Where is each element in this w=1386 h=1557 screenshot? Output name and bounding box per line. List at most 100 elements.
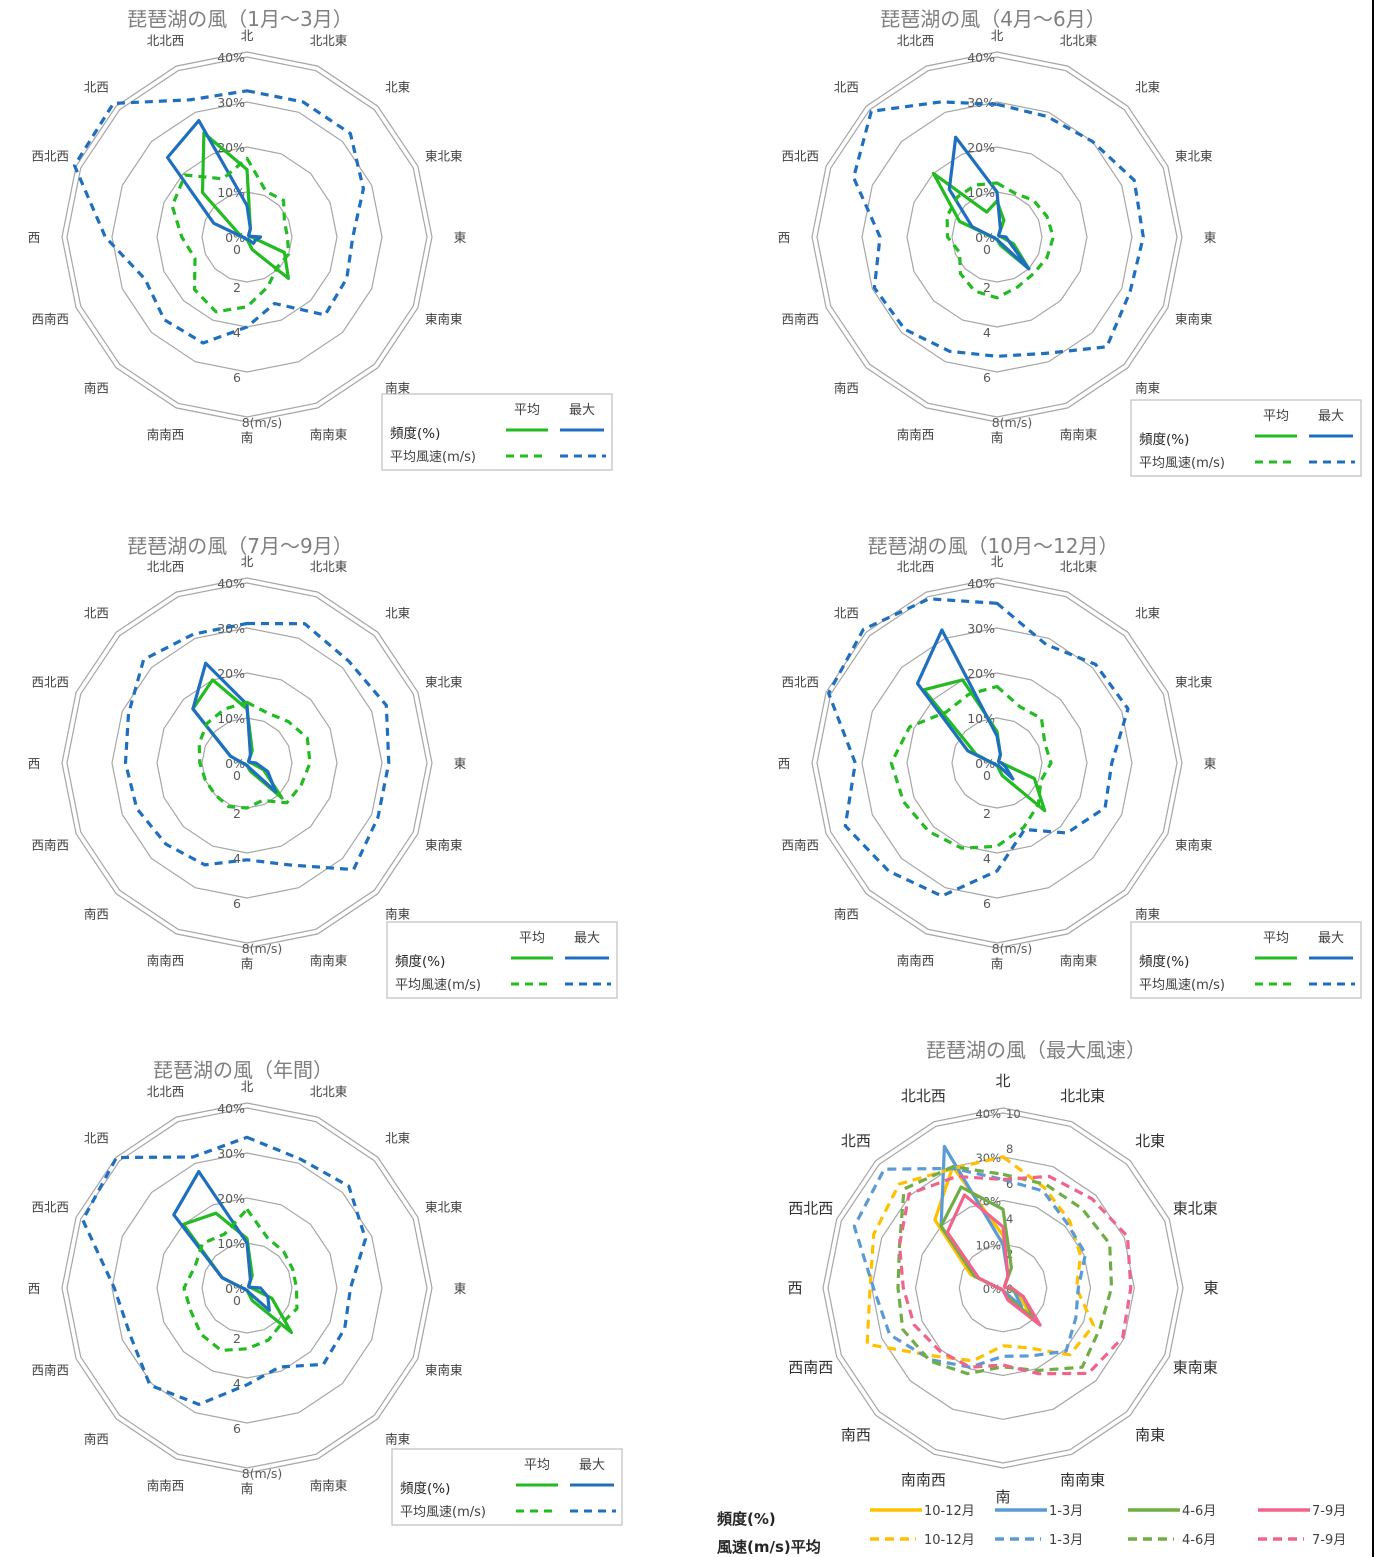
direction-label: 東北東 [425,1200,463,1215]
speed-tick: 4 [1006,1212,1013,1226]
direction-label: 北北西 [147,1084,185,1099]
legend-box [1130,399,1362,477]
direction-labels: 北北北東北東東北東東東南東南東南南東南南南西南西西南西西西北西北西北北西 [778,554,1217,971]
direction-label: 北西 [834,79,859,94]
direction-labels: 北北北東北東東北東東東南東南東南南東南南南西南西西南西西西北西北西北北西 [28,1079,467,1496]
grid-ring [816,56,1178,418]
speed-tick: 0 [983,242,991,257]
direction-label: 北北東 [1060,559,1098,574]
grid-ring [816,582,1178,944]
series-line-2 [915,628,1015,781]
speed-tick-labels: 0 2 4 6 8(m/s) [233,768,282,956]
direction-label: 南南東 [310,1478,348,1493]
legend-series-label: 4-6月 [1182,1504,1216,1519]
freq-tick: 20% [217,1191,245,1206]
direction-label: 東 [454,1281,467,1296]
direction-label: 北東 [1135,79,1161,94]
speed-tick: 10 [1006,1107,1021,1121]
direction-labels: 北北北東北東東北東東東南東南東南南東南南南西南西西南西西西北西北西北北西 [28,28,467,445]
speed-tick: 8(m/s) [242,1466,283,1481]
grid-ring [156,1197,338,1379]
legend: 頻度(%) 風速(m/s)平均 10-12月 10-12月 1-3月 1-3月 4-6月 4-… [717,1504,1346,1556]
series-group [826,597,1130,898]
direction-label: 南南西 [897,427,935,442]
series-line-4 [851,100,1145,358]
grid [61,577,433,949]
speed-tick: 0 [233,768,241,783]
legend-box [1130,921,1362,999]
direction-label: 東南東 [1175,838,1213,853]
direction-label: 南 [241,956,254,971]
direction-label: 北東 [385,605,411,620]
direction-label: 南南西 [147,1478,185,1493]
freq-tick: 0% [225,1281,245,1296]
speed-tick: 6 [983,370,991,385]
direction-label: 東 [1203,1279,1218,1297]
legend-series-label: 4-6月 [1182,1533,1216,1548]
direction-label: 西北西 [781,675,819,690]
direction-label: 西 [787,1279,802,1297]
speed-tick-labels: 0 2 4 6 8(m/s) [983,768,1032,956]
series-line-4 [81,1135,368,1407]
freq-tick: 20% [967,140,995,155]
legend-col-max: 最大 [1318,931,1344,946]
series-line-7 [896,1165,1114,1376]
direction-label: 北北西 [147,33,185,48]
grid-ring [861,101,1133,373]
direction-label: 北北西 [147,559,185,574]
speed-tick: 6 [1006,1177,1013,1191]
legend-row-speed: 平均風速(m/s) [390,450,476,465]
direction-label: 南西 [834,381,859,396]
legend-row-freq: 頻度(%) [1139,954,1189,970]
freq-tick: 30% [975,1151,1001,1165]
direction-label: 南南東 [1060,953,1098,968]
speed-tick: 8(m/s) [242,415,283,430]
chart-title: 琵琶湖の風（最大風速） [926,1038,1146,1062]
direction-label: 東 [454,230,467,245]
direction-label: 西北西 [31,1200,69,1215]
direction-label: 北北西 [897,559,935,574]
direction-label: 北東 [385,79,411,94]
direction-label: 北 [241,1079,254,1094]
freq-tick: 20% [217,666,245,681]
legend-series-label: 7-9月 [1312,1533,1346,1548]
freq-tick: 40% [217,576,245,591]
speed-tick: 8 [1006,1142,1013,1156]
series-line-4 [826,597,1130,898]
speed-tick-labels: 0 2 4 6 8(m/s) [233,1293,282,1481]
freq-tick: 40% [967,50,995,65]
legend-col-max: 最大 [579,1458,605,1473]
direction-label: 北東 [385,1130,411,1145]
legend-col-max: 最大 [1318,409,1344,424]
grid-ring [201,1242,293,1334]
grid-ring [111,627,383,899]
grid-ring [111,1152,383,1424]
speed-tick-labels: 0 2 4 6 8(m/s) [233,242,282,430]
speed-tick: 6 [233,370,241,385]
freq-tick: 20% [967,666,995,681]
freq-tick: 30% [217,95,245,110]
direction-label: 西北西 [31,675,69,690]
grid-ring [871,1156,1135,1420]
direction-label: 北 [241,554,254,569]
legend-row-freq: 頻度(%) [390,426,440,442]
speed-tick: 2 [233,806,241,821]
direction-label: 南西 [834,907,859,922]
grid-ring [811,51,1183,423]
series-group [852,1144,1133,1376]
grid-ring [111,101,383,373]
direction-label: 北北東 [1060,33,1098,48]
series-line-3 [889,684,1053,850]
grid-ring [156,672,338,854]
legend-box [386,921,618,999]
grid-ring [61,577,433,949]
direction-label: 東北東 [1175,149,1213,164]
direction-label: 南 [241,430,254,445]
grid-ring [66,582,428,944]
